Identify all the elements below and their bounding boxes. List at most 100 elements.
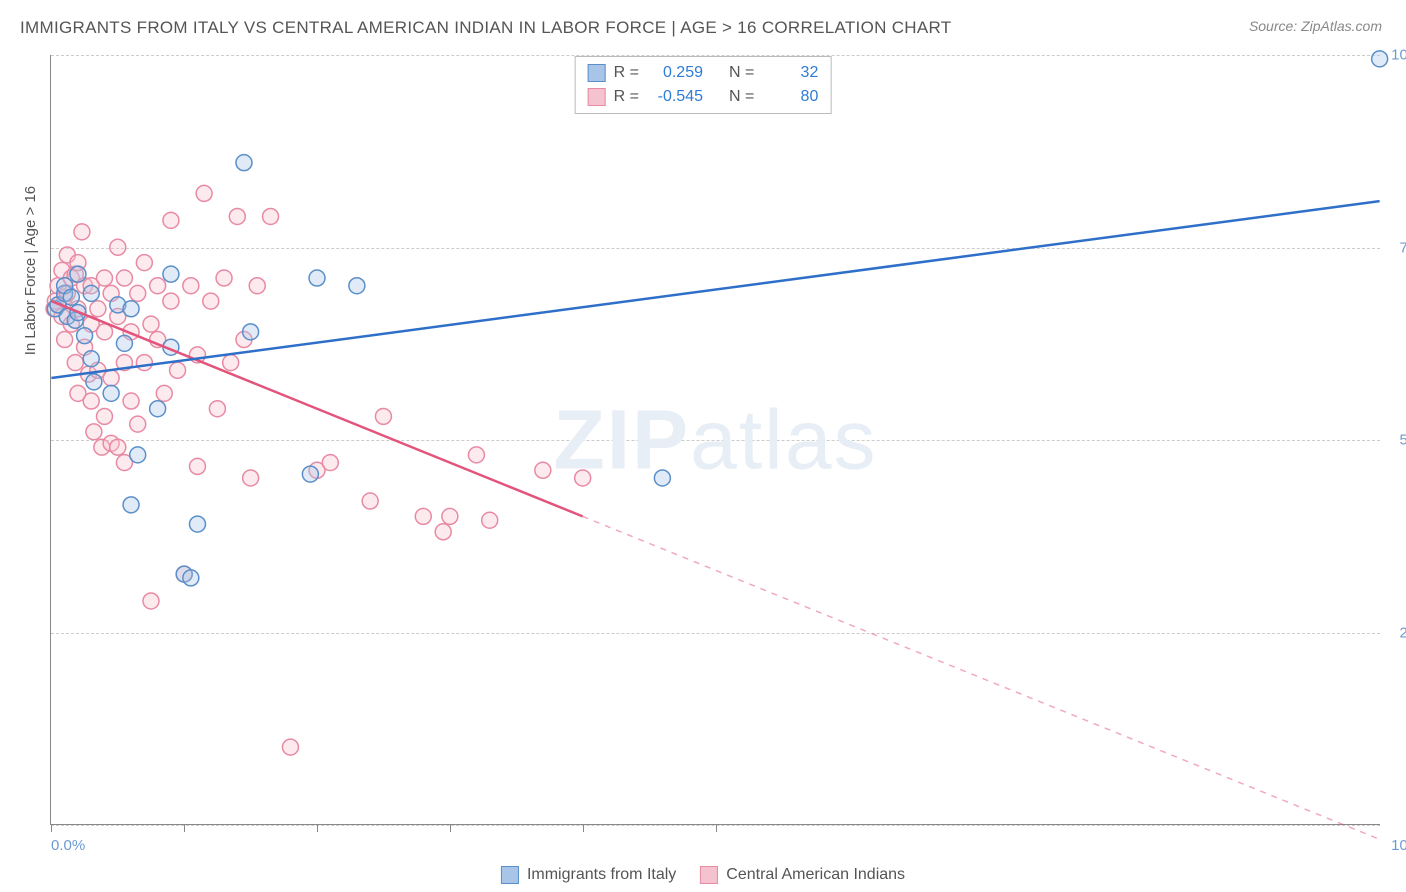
- x-tick-label-min: 0.0%: [51, 837, 85, 854]
- scatter-point: [183, 570, 199, 586]
- legend-stats-row: R = -0.545 N = 80: [588, 85, 819, 109]
- r-value: -0.545: [647, 85, 703, 109]
- scatter-point: [229, 209, 245, 225]
- scatter-point: [362, 493, 378, 509]
- x-tick: [716, 824, 717, 832]
- scatter-point: [110, 239, 126, 255]
- scatter-point: [110, 439, 126, 455]
- legend-item-cai: Central American Indians: [700, 866, 905, 884]
- legend-label: Central American Indians: [726, 866, 905, 884]
- scatter-point: [57, 332, 73, 348]
- scatter-point: [143, 316, 159, 332]
- n-label: N =: [729, 85, 754, 109]
- scatter-point: [130, 416, 146, 432]
- scatter-point: [196, 185, 212, 201]
- scatter-point: [123, 497, 139, 513]
- legend-swatch-cai: [700, 866, 718, 884]
- x-tick: [51, 824, 52, 832]
- chart-title: IMMIGRANTS FROM ITALY VS CENTRAL AMERICA…: [20, 18, 951, 38]
- scatter-point: [163, 266, 179, 282]
- scatter-point: [170, 362, 186, 378]
- source-attribution: Source: ZipAtlas.com: [1249, 18, 1382, 34]
- legend-series-box: Immigrants from Italy Central American I…: [501, 866, 905, 884]
- scatter-point: [263, 209, 279, 225]
- r-value: 0.259: [647, 61, 703, 85]
- scatter-point: [223, 355, 239, 371]
- n-value: 80: [762, 85, 818, 109]
- legend-item-italy: Immigrants from Italy: [501, 866, 676, 884]
- scatter-point: [97, 270, 113, 286]
- chart-svg: [51, 55, 1380, 824]
- scatter-point: [375, 408, 391, 424]
- scatter-point: [156, 385, 172, 401]
- x-tick: [317, 824, 318, 832]
- x-tick: [184, 824, 185, 832]
- scatter-point: [309, 270, 325, 286]
- scatter-point: [535, 462, 551, 478]
- x-tick-label-max: 100.0%: [1391, 837, 1406, 854]
- scatter-point: [468, 447, 484, 463]
- scatter-point: [249, 278, 265, 294]
- scatter-point: [282, 739, 298, 755]
- scatter-point: [143, 593, 159, 609]
- legend-swatch-cai: [588, 88, 606, 106]
- scatter-point: [150, 401, 166, 417]
- scatter-point: [116, 335, 132, 351]
- scatter-point: [236, 155, 252, 171]
- scatter-point: [97, 324, 113, 340]
- scatter-point: [1372, 51, 1388, 67]
- scatter-point: [322, 455, 338, 471]
- y-axis-label: In Labor Force | Age > 16: [22, 186, 39, 355]
- scatter-point: [163, 293, 179, 309]
- scatter-point: [349, 278, 365, 294]
- legend-label: Immigrants from Italy: [527, 866, 676, 884]
- scatter-point: [63, 289, 79, 305]
- scatter-point: [83, 351, 99, 367]
- scatter-point: [189, 516, 205, 532]
- scatter-point: [150, 278, 166, 294]
- scatter-point: [163, 212, 179, 228]
- y-tick-label: 50.0%: [1399, 432, 1406, 449]
- scatter-point: [302, 466, 318, 482]
- scatter-point: [189, 458, 205, 474]
- scatter-point: [654, 470, 670, 486]
- n-label: N =: [729, 61, 754, 85]
- r-label: R =: [614, 85, 639, 109]
- scatter-point: [575, 470, 591, 486]
- scatter-point: [103, 385, 119, 401]
- scatter-point: [183, 278, 199, 294]
- scatter-point: [136, 355, 152, 371]
- scatter-point: [482, 512, 498, 528]
- legend-swatch-italy: [588, 64, 606, 82]
- scatter-point: [90, 301, 106, 317]
- scatter-point: [435, 524, 451, 540]
- scatter-point: [123, 301, 139, 317]
- scatter-point: [123, 393, 139, 409]
- scatter-point: [203, 293, 219, 309]
- r-label: R =: [614, 61, 639, 85]
- scatter-point: [83, 393, 99, 409]
- scatter-point: [415, 508, 431, 524]
- scatter-point: [130, 285, 146, 301]
- scatter-point: [77, 328, 93, 344]
- scatter-point: [209, 401, 225, 417]
- x-tick: [450, 824, 451, 832]
- legend-swatch-italy: [501, 866, 519, 884]
- scatter-point: [67, 355, 83, 371]
- scatter-point: [243, 324, 259, 340]
- scatter-point: [70, 266, 86, 282]
- y-tick-label: 75.0%: [1399, 239, 1406, 256]
- scatter-point: [83, 285, 99, 301]
- scatter-point: [103, 370, 119, 386]
- scatter-point: [116, 270, 132, 286]
- y-tick-label: 100.0%: [1391, 47, 1406, 64]
- scatter-point: [136, 255, 152, 271]
- legend-stats-box: R = 0.259 N = 32 R = -0.545 N = 80: [575, 56, 832, 114]
- scatter-point: [97, 408, 113, 424]
- legend-stats-row: R = 0.259 N = 32: [588, 61, 819, 85]
- n-value: 32: [762, 61, 818, 85]
- scatter-point: [74, 224, 90, 240]
- scatter-point: [130, 447, 146, 463]
- scatter-point: [86, 374, 102, 390]
- scatter-point: [243, 470, 259, 486]
